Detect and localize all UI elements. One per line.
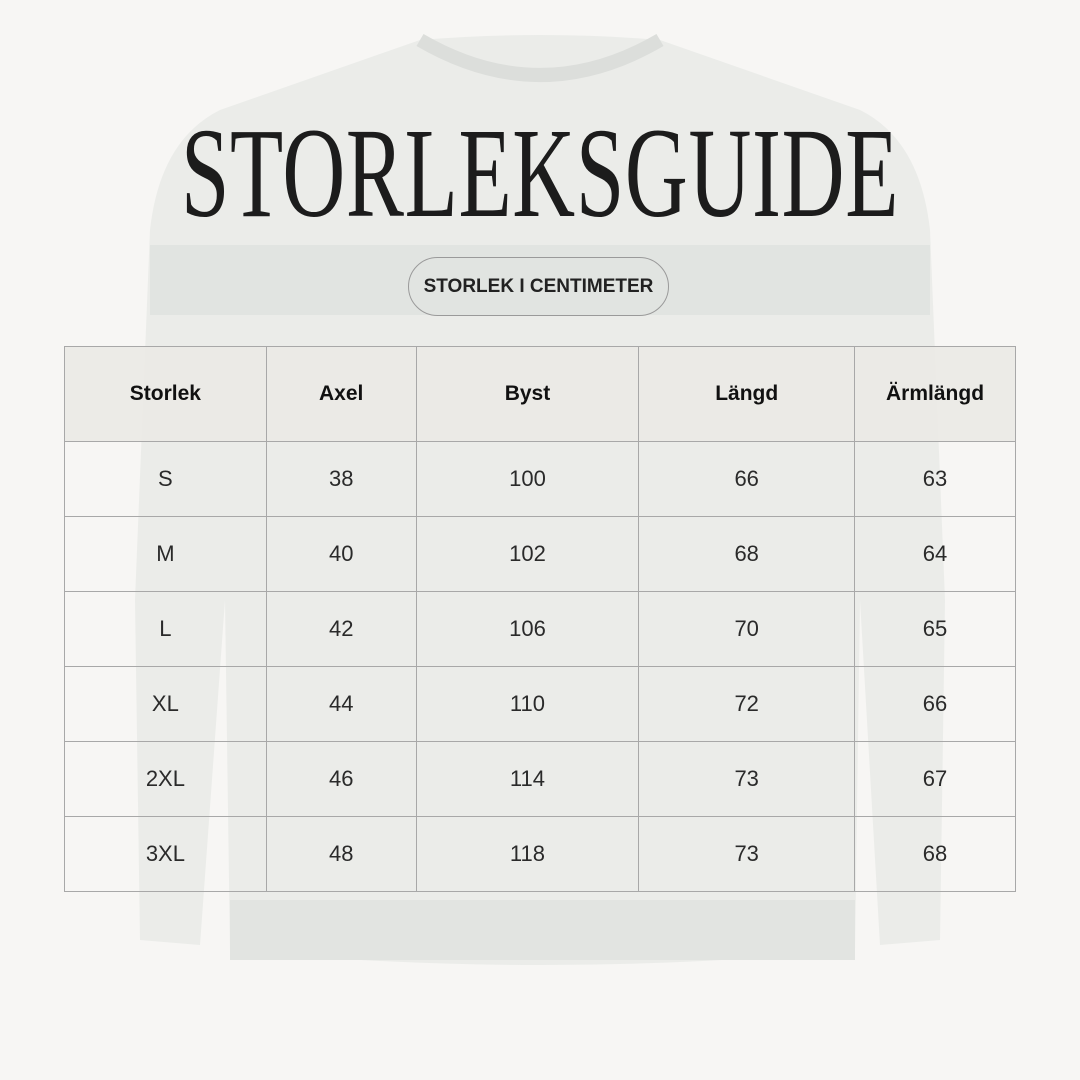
table-cell: L <box>64 591 267 667</box>
table-cell: 63 <box>854 441 1016 517</box>
table-cell: 40 <box>265 516 417 592</box>
table-cell: XL <box>64 666 267 742</box>
column-header: Storlek <box>64 346 267 442</box>
column-header: Byst <box>415 346 640 442</box>
table-cell: 2XL <box>64 741 267 817</box>
table-cell: 46 <box>265 741 417 817</box>
table-cell: 48 <box>265 816 417 892</box>
table-cell: 73 <box>638 741 856 817</box>
table-cell: 66 <box>854 666 1016 742</box>
size-table: Storlek Axel Byst Längd Ärmlängd S 38 100 66 63 M… <box>64 346 1016 892</box>
table-cell: M <box>64 516 267 592</box>
table-row: XL 44 110 72 66 <box>64 666 1016 742</box>
table-cell: 73 <box>638 816 856 892</box>
table-cell: 42 <box>265 591 417 667</box>
table-cell: 114 <box>415 741 640 817</box>
table-cell: 68 <box>854 816 1016 892</box>
table-cell: 106 <box>415 591 640 667</box>
table-cell: 64 <box>854 516 1016 592</box>
table-cell: 70 <box>638 591 856 667</box>
table-cell: 102 <box>415 516 640 592</box>
table-row: 2XL 46 114 73 67 <box>64 741 1016 817</box>
table-cell: 66 <box>638 441 856 517</box>
column-header: Längd <box>638 346 856 442</box>
table-row: L 42 106 70 65 <box>64 591 1016 667</box>
page-title: STORLEKSGUIDE <box>180 102 900 244</box>
table-cell: 100 <box>415 441 640 517</box>
table-cell: 65 <box>854 591 1016 667</box>
table-cell: 67 <box>854 741 1016 817</box>
column-header: Ärmlängd <box>854 346 1016 442</box>
unit-badge: STORLEK I CENTIMETER <box>408 257 669 316</box>
table-row: S 38 100 66 63 <box>64 441 1016 517</box>
table-header-row: Storlek Axel Byst Längd Ärmlängd <box>64 346 1016 442</box>
column-header: Axel <box>265 346 417 442</box>
table-row: M 40 102 68 64 <box>64 516 1016 592</box>
table-cell: 44 <box>265 666 417 742</box>
table-cell: 38 <box>265 441 417 517</box>
table-cell: S <box>64 441 267 517</box>
table-cell: 3XL <box>64 816 267 892</box>
table-cell: 118 <box>415 816 640 892</box>
table-cell: 68 <box>638 516 856 592</box>
table-row: 3XL 48 118 73 68 <box>64 816 1016 892</box>
table-cell: 72 <box>638 666 856 742</box>
table-cell: 110 <box>415 666 640 742</box>
